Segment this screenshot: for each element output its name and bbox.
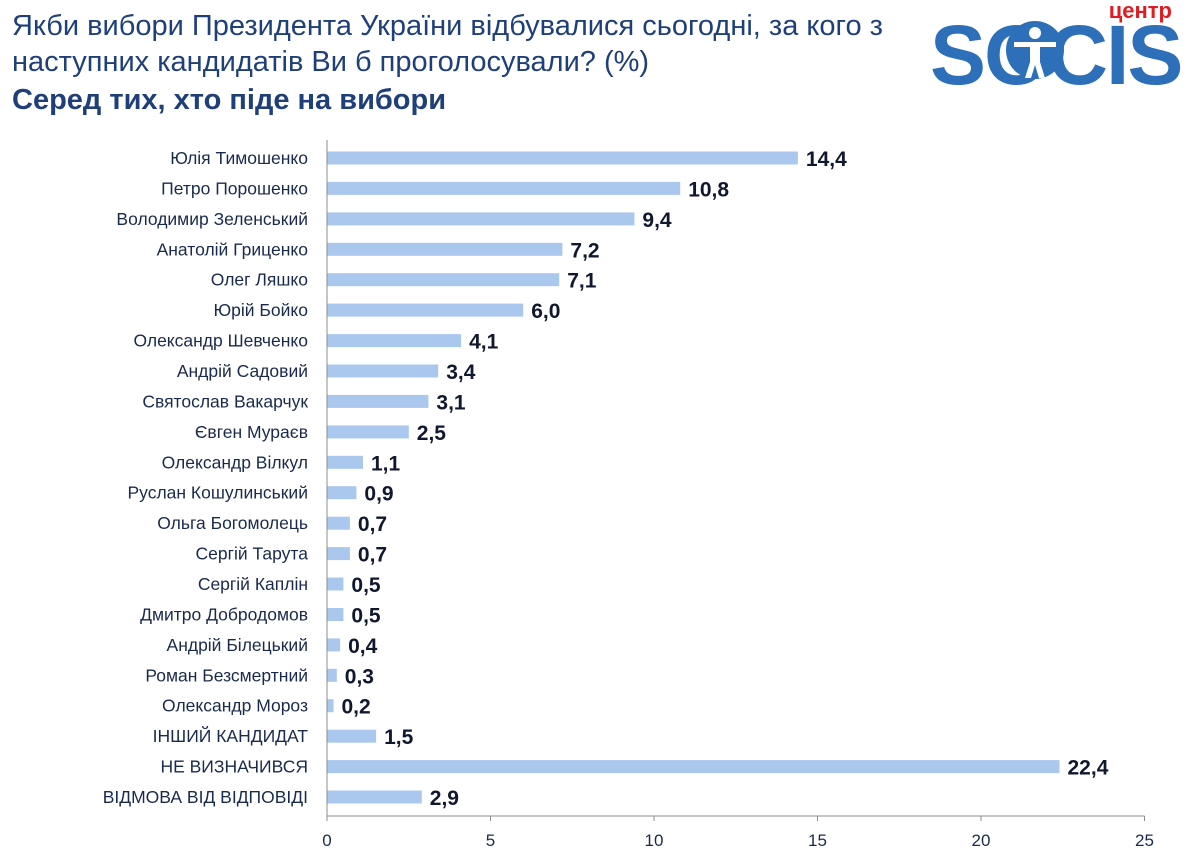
bar	[327, 760, 1060, 774]
value-label: 3,1	[436, 391, 466, 414]
value-label: 3,4	[446, 361, 476, 384]
value-label: 0,5	[351, 574, 381, 597]
bar	[327, 699, 334, 713]
chart-subtitle: Серед тих, хто піде на вибори	[12, 84, 447, 116]
bar	[327, 790, 422, 804]
bar	[327, 151, 798, 165]
logo-center-word: центр	[1108, 0, 1172, 23]
category-label: Сергій Тарута	[196, 544, 309, 564]
value-label: 0,4	[348, 635, 378, 658]
category-label: Олег Ляшко	[211, 270, 308, 290]
category-label: Святослав Вакарчук	[142, 391, 308, 411]
value-label: 2,5	[417, 422, 447, 445]
bar	[327, 547, 350, 561]
bar	[327, 668, 337, 682]
value-label: 0,7	[358, 513, 387, 536]
value-label: 1,1	[371, 452, 401, 475]
bar	[327, 364, 439, 378]
category-label: Дмитро Добродомов	[140, 605, 308, 625]
value-label: 1,5	[384, 726, 414, 749]
bar	[327, 455, 363, 469]
bar	[327, 516, 350, 530]
bar	[327, 638, 341, 652]
value-label: 4,1	[469, 331, 499, 354]
x-tick-label: 25	[1135, 831, 1154, 850]
category-label: Юлія Тимошенко	[170, 148, 308, 168]
category-label: Андрій Білецький	[167, 635, 308, 655]
category-label: Ольга Богомолець	[157, 513, 308, 533]
value-label: 0,3	[345, 665, 374, 688]
bar	[327, 425, 409, 439]
bar	[327, 242, 563, 256]
category-label: ВІДМОВА ВІД ВІДПОВІДІ	[103, 787, 308, 807]
category-label: Анатолій Гриценко	[157, 239, 308, 259]
category-label: Руслан Кошулинський	[127, 483, 308, 503]
x-axis: 0 5 10 15 20 25	[322, 140, 1154, 850]
category-label: Роман Безсмертний	[145, 665, 308, 685]
x-tick-label: 20	[972, 831, 991, 850]
value-label: 0,9	[364, 483, 393, 506]
value-label: 0,5	[351, 605, 381, 628]
category-label: Олександр Вілкул	[162, 452, 308, 472]
category-label: НЕ ВИЗНАЧИВСЯ	[160, 757, 308, 777]
bar	[327, 577, 344, 591]
category-label: Олександр Шевченко	[133, 331, 308, 351]
x-tick-label: 5	[486, 831, 495, 850]
value-label: 2,9	[430, 787, 459, 810]
value-label: 9,4	[642, 209, 672, 232]
value-label: 22,4	[1068, 757, 1109, 780]
value-label: 7,2	[570, 239, 599, 262]
value-label: 10,8	[688, 178, 729, 201]
value-label: 6,0	[531, 300, 560, 323]
chart-title: Якби вибори Президента України відбували…	[12, 10, 883, 78]
category-label: Олександр Мороз	[162, 696, 308, 716]
value-label: 14,4	[806, 148, 847, 171]
person-figure-icon	[1006, 21, 1064, 79]
x-tick-label: 10	[645, 831, 664, 850]
bar	[327, 334, 462, 348]
bar	[327, 273, 560, 287]
category-label: Юрій Бойко	[213, 300, 308, 320]
value-label: 0,7	[358, 544, 387, 567]
category-label: Володимир Зеленський	[116, 209, 308, 229]
category-label: Сергій Каплін	[198, 574, 308, 594]
x-tick-label: 0	[322, 831, 331, 850]
category-label: ІНШИЙ КАНДИДАТ	[153, 725, 309, 746]
socis-logo: центр SOCIS	[928, 0, 1188, 100]
bar	[327, 303, 524, 317]
x-tick-label: 15	[808, 831, 827, 850]
bar	[327, 394, 429, 408]
bar	[327, 608, 344, 621]
bar	[327, 181, 681, 195]
category-label: Євген Мураєв	[195, 422, 308, 442]
bar	[327, 212, 635, 226]
category-label: Петро Порошенко	[161, 178, 308, 198]
value-label: 7,1	[567, 270, 597, 293]
value-label: 0,2	[342, 696, 371, 719]
bar	[327, 486, 357, 500]
bars-layer: Юлія Тимошенко 14,4 Петро Порошенко 10,8 Вол…	[103, 148, 1109, 810]
bar	[327, 729, 377, 743]
category-label: Андрій Садовий	[177, 361, 308, 381]
